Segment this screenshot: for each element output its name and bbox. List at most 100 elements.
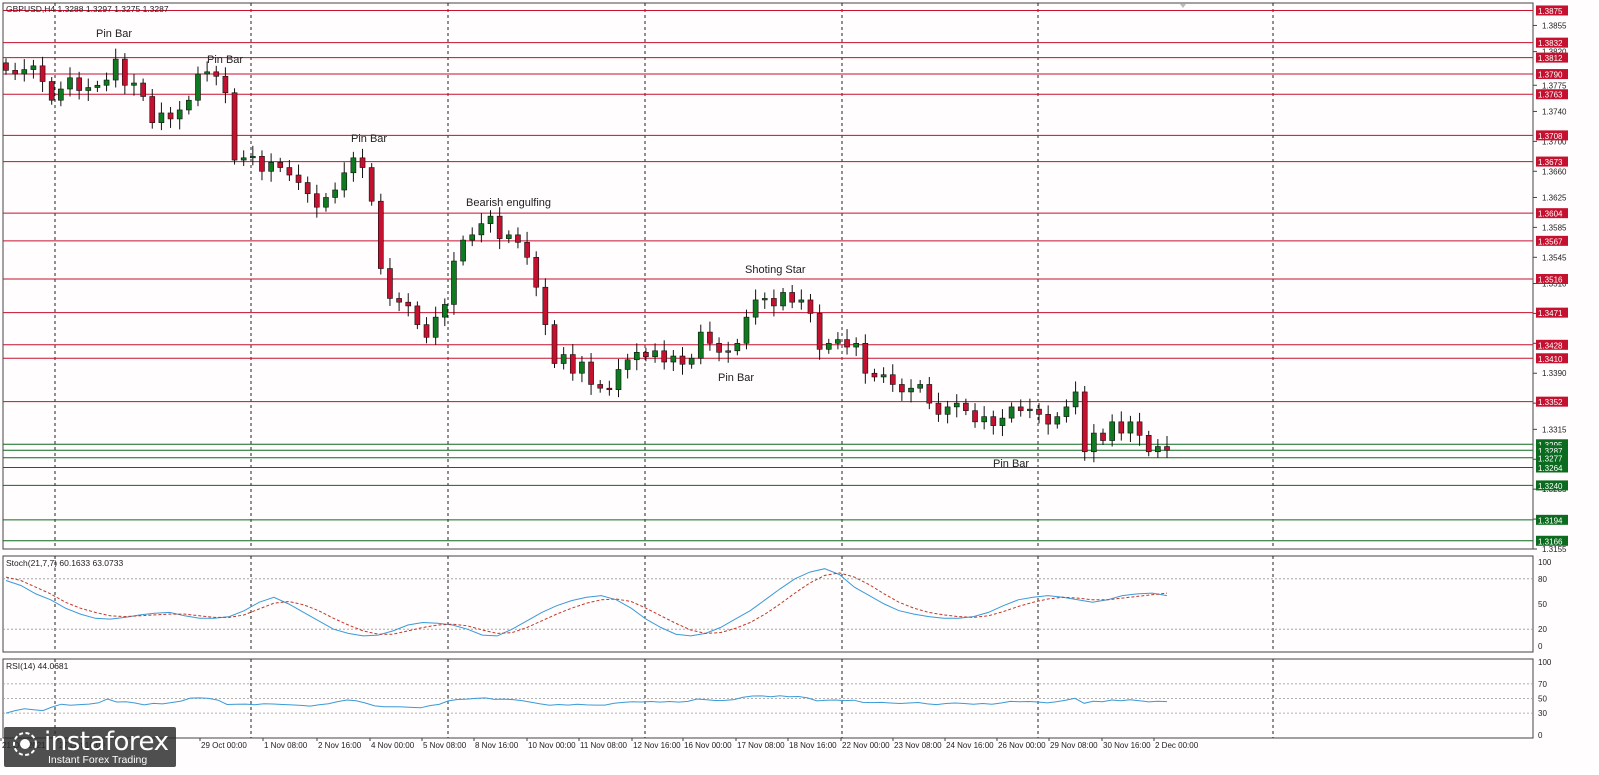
support-level-tag bbox=[1536, 480, 1568, 491]
bullish-candle bbox=[1109, 421, 1115, 441]
price-tick-label: 1.3775 bbox=[1542, 81, 1567, 90]
bearish-candle bbox=[231, 92, 238, 161]
bullish-candle bbox=[103, 79, 110, 86]
stochastic-main-line bbox=[5, 568, 1168, 637]
bearish-candle bbox=[39, 65, 46, 82]
bearish-candle bbox=[889, 374, 896, 385]
bullish-candle bbox=[981, 416, 987, 423]
bearish-candle bbox=[259, 156, 265, 172]
bullish-candle bbox=[350, 157, 357, 174]
bearish-candle bbox=[899, 384, 905, 393]
bearish-candle bbox=[990, 416, 997, 426]
rsi-tick-label: 50 bbox=[1538, 695, 1547, 704]
rsi-tick-label: 30 bbox=[1538, 709, 1547, 718]
bullish-candle bbox=[67, 77, 73, 90]
bearish-candle bbox=[414, 305, 421, 325]
resistance-level-tag-label: 1.3428 bbox=[1538, 341, 1563, 350]
pattern-annotation: Pin Bar bbox=[207, 54, 243, 66]
stochastic-tick-label: 0 bbox=[1538, 642, 1543, 651]
bullish-candle bbox=[999, 417, 1006, 426]
bullish-candle bbox=[798, 299, 805, 303]
price-tick-label: 1.3315 bbox=[1542, 425, 1567, 434]
bullish-candle bbox=[478, 223, 485, 236]
bullish-candle bbox=[560, 354, 567, 364]
support-level-tag bbox=[1536, 535, 1568, 546]
resistance-level-tag-label: 1.3708 bbox=[1538, 132, 1563, 141]
bullish-candle bbox=[1091, 432, 1097, 453]
time-axis-label: 2 Nov 16:00 bbox=[318, 741, 362, 750]
resistance-level-tag-label: 1.3812 bbox=[1538, 54, 1563, 63]
bearish-candle bbox=[972, 410, 978, 423]
support-level-tag bbox=[1536, 445, 1568, 456]
price-tick-label: 1.3390 bbox=[1542, 369, 1567, 378]
bullish-candle bbox=[880, 374, 887, 378]
watermark-tagline: Instant Forex Trading bbox=[48, 754, 148, 766]
symbol-info: GBPUSD,H4 1.3288 1.3297 1.3275 1.3287 bbox=[6, 4, 169, 14]
bullish-candle bbox=[94, 84, 101, 88]
bullish-candle bbox=[341, 172, 348, 191]
bullish-candle bbox=[332, 189, 338, 198]
bullish-candle bbox=[1027, 408, 1033, 411]
bearish-candle bbox=[423, 324, 430, 338]
resistance-level-tag bbox=[1536, 69, 1568, 80]
bullish-candle bbox=[825, 343, 832, 350]
support-level-tag-label: 1.3277 bbox=[1538, 454, 1563, 463]
bearish-candle bbox=[314, 193, 320, 208]
bearish-candle bbox=[496, 215, 503, 239]
bearish-candle bbox=[377, 200, 384, 269]
bearish-candle bbox=[213, 71, 220, 77]
bearish-candle bbox=[122, 58, 128, 86]
bullish-candle bbox=[176, 109, 183, 120]
price-tick-label: 1.3625 bbox=[1542, 193, 1567, 202]
bearish-candle bbox=[643, 351, 649, 358]
stochastic-signal-line bbox=[5, 572, 1168, 635]
bullish-candle bbox=[697, 331, 704, 359]
bullish-candle bbox=[469, 234, 476, 241]
bearish-candle bbox=[844, 339, 850, 348]
stochastic-panel bbox=[2, 555, 1534, 653]
bearish-candle bbox=[304, 182, 311, 195]
resistance-level-tag bbox=[1536, 353, 1568, 364]
bearish-candle bbox=[1081, 391, 1088, 453]
bearish-candle bbox=[3, 62, 9, 71]
bearish-candle bbox=[1164, 446, 1170, 451]
bearish-candle bbox=[48, 81, 55, 101]
bullish-candle bbox=[579, 361, 585, 374]
bearish-candle bbox=[588, 361, 594, 385]
bullish-candle bbox=[1155, 446, 1161, 453]
bearish-candle bbox=[935, 402, 942, 415]
bearish-candle bbox=[222, 75, 229, 94]
time-axis-label: 16 Nov 00:00 bbox=[684, 741, 732, 750]
pattern-annotation: Pin Bar bbox=[351, 133, 387, 145]
bullish-candle bbox=[780, 292, 786, 307]
time-axis-label: 2 Dec 00:00 bbox=[1155, 741, 1199, 750]
bearish-candle bbox=[1118, 421, 1125, 434]
stochastic-label: Stoch(21,7,7) 60.1633 63.0733 bbox=[6, 558, 123, 568]
pattern-annotation: Pin Bar bbox=[96, 28, 132, 40]
bearish-candle bbox=[396, 298, 402, 303]
time-axis-label: 18 Nov 16:00 bbox=[789, 741, 837, 750]
bullish-candle bbox=[250, 156, 256, 159]
bullish-candle bbox=[734, 343, 741, 352]
bearish-candle bbox=[167, 112, 174, 120]
resistance-level-tag bbox=[1536, 273, 1568, 284]
bullish-candle bbox=[195, 73, 201, 101]
bearish-candle bbox=[569, 354, 576, 374]
instaforex-watermark: instaforex Instant Forex Trading bbox=[4, 727, 176, 767]
bullish-candle bbox=[953, 402, 960, 408]
bearish-candle bbox=[524, 242, 530, 258]
support-level-tag-label: 1.3264 bbox=[1538, 464, 1563, 473]
time-axis-label: 22 Nov 00:00 bbox=[842, 741, 890, 750]
bullish-candle bbox=[58, 88, 64, 101]
bullish-candle bbox=[112, 58, 119, 81]
bullish-candle bbox=[633, 351, 640, 361]
stochastic-tick-label: 20 bbox=[1538, 625, 1547, 634]
bearish-candle bbox=[359, 157, 366, 168]
resistance-level-tag bbox=[1536, 307, 1568, 318]
price-tick-label: 1.3585 bbox=[1542, 223, 1567, 232]
bearish-candle bbox=[862, 343, 869, 374]
bearish-candle bbox=[771, 298, 777, 307]
bullish-candle bbox=[1063, 406, 1070, 417]
